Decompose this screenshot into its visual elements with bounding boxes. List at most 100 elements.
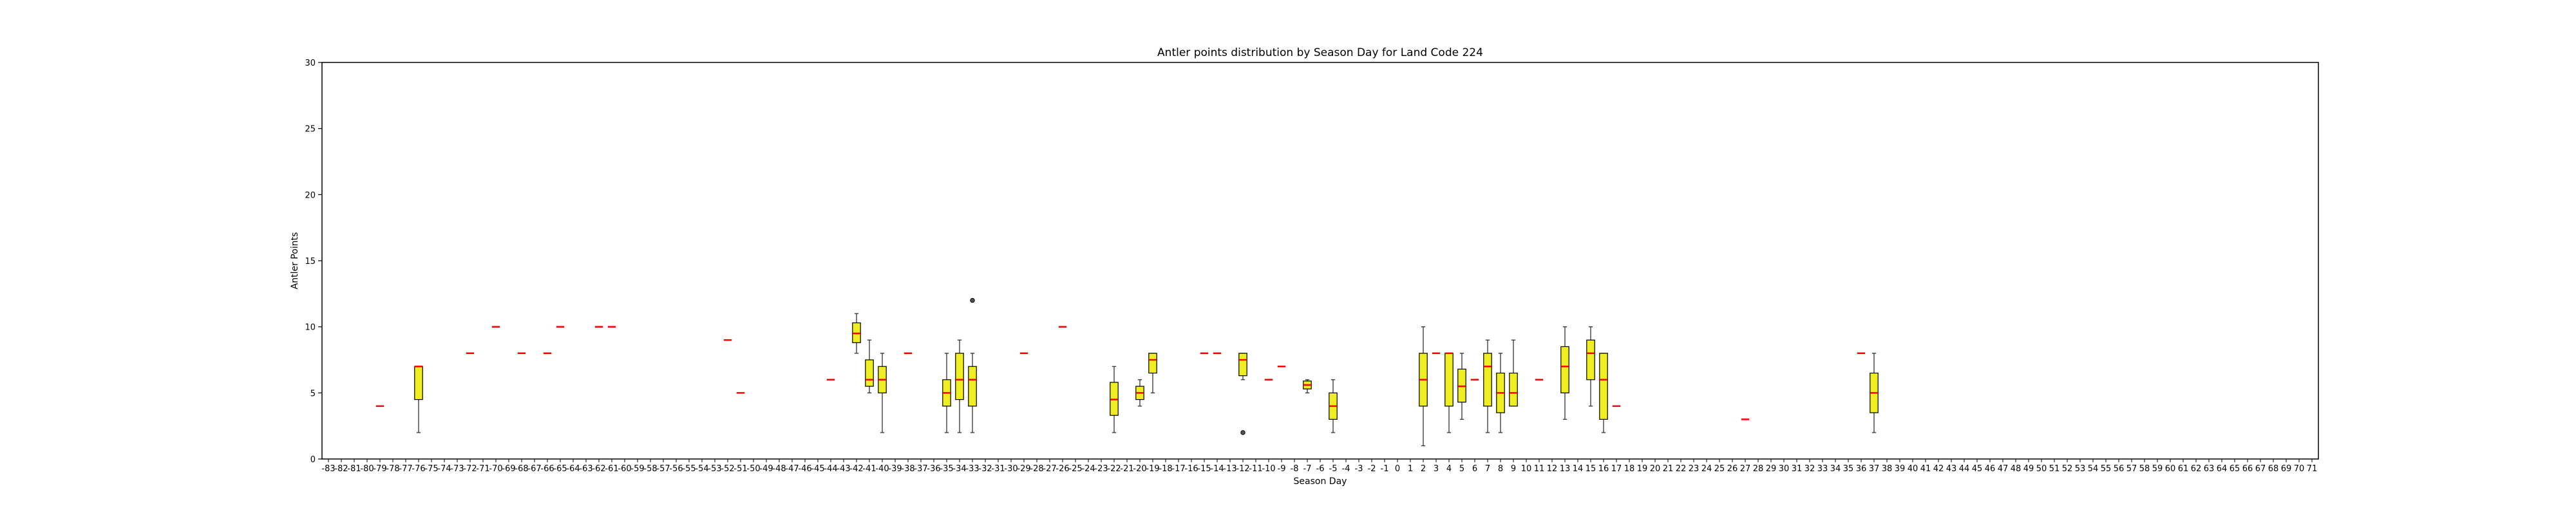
box-day-8	[1496, 353, 1505, 433]
box-day--41	[865, 339, 874, 393]
chart-title: Antler points distribution by Season Day…	[1157, 46, 1483, 59]
y-axis: 0 5 10 15 20 25 30	[305, 59, 322, 465]
box-day-16	[1599, 353, 1608, 433]
x-tick-label: -9	[1278, 464, 1286, 474]
x-tick-label: -5	[1329, 464, 1338, 474]
x-tick-label: 64	[2217, 464, 2228, 474]
box-day-4	[1444, 352, 1454, 433]
x-tick-label: 28	[1753, 464, 1764, 474]
box-day-2	[1419, 326, 1428, 447]
box-iqr	[1599, 353, 1608, 420]
x-tick-label: -28	[1030, 464, 1043, 474]
x-tick-label: 25	[1714, 464, 1725, 474]
x-tick-label: 61	[2178, 464, 2189, 474]
x-tick-label: -26	[1056, 464, 1069, 474]
box-iqr	[968, 366, 977, 407]
box-iqr	[1444, 353, 1454, 407]
outlier-point	[1240, 430, 1245, 435]
x-axis-label: Season Day	[1294, 476, 1347, 487]
x-tick-label: 40	[1908, 464, 1918, 474]
x-tick-label: -30	[1004, 464, 1018, 474]
box-day-9	[1509, 339, 1518, 407]
x-tick-label: 9	[1511, 464, 1516, 474]
y-axis-label: Antler Points	[290, 232, 300, 290]
x-tick-label: 0	[1395, 464, 1400, 474]
x-tick-label: 49	[2023, 464, 2034, 474]
x-tick-label: 59	[2152, 464, 2163, 474]
x-tick-label: -62	[592, 464, 605, 474]
x-tick-label: 30	[1779, 464, 1790, 474]
x-tick-label: 18	[1624, 464, 1635, 474]
x-tick-label: -68	[515, 464, 528, 474]
box-iqr	[1586, 339, 1595, 380]
x-tick-label: -20	[1133, 464, 1146, 474]
x-tick-label: -19	[1146, 464, 1159, 474]
x-tick-label: 58	[2139, 464, 2150, 474]
x-tick-label: -66	[540, 464, 554, 474]
x-tick-label: -43	[837, 464, 850, 474]
x-tick-label: -50	[746, 464, 760, 474]
x-tick-label: -13	[1223, 464, 1236, 474]
x-tick-label: -11	[1249, 464, 1262, 474]
y-tick-label: 10	[305, 323, 316, 333]
x-tick-label: -29	[1017, 464, 1030, 474]
x-tick-label: 65	[2230, 464, 2240, 474]
x-tick-label: -70	[489, 464, 502, 474]
x-tick-label: 34	[1830, 464, 1841, 474]
x-tick-label: -83	[321, 464, 335, 474]
x-tick-label: -37	[914, 464, 927, 474]
x-tick-label: 32	[1804, 464, 1815, 474]
box-day-13	[1560, 326, 1569, 420]
x-tick-label: -60	[618, 464, 631, 474]
box-iqr	[1560, 346, 1569, 393]
x-tick-label: -67	[527, 464, 541, 474]
x-tick-label: 69	[2281, 464, 2292, 474]
x-tick-label: -48	[772, 464, 786, 474]
x-tick-label: -71	[476, 464, 489, 474]
x-tick-label: -72	[463, 464, 477, 474]
x-tick-label: 6	[1472, 464, 1477, 474]
x-tick-label: -22	[1107, 464, 1121, 474]
x-tick-label: -78	[386, 464, 399, 474]
x-tick-label: 8	[1498, 464, 1503, 474]
x-tick-label: 56	[2114, 464, 2125, 474]
x-tick-label: 38	[1882, 464, 1893, 474]
box-day--22	[1110, 366, 1119, 433]
x-tick-label: -39	[888, 464, 902, 474]
box-day--20	[1135, 379, 1144, 407]
x-tick-label: -47	[785, 464, 799, 474]
x-tick-label: -23	[1094, 464, 1108, 474]
x-tick-label: 51	[2049, 464, 2060, 474]
x-tick-label: 5	[1459, 464, 1464, 474]
x-tick-label: 43	[1946, 464, 1957, 474]
box-iqr	[1483, 353, 1492, 407]
x-tick-label: 44	[1959, 464, 1970, 474]
y-tick-label: 25	[305, 125, 316, 135]
x-tick-label: 42	[1933, 464, 1944, 474]
x-tick-label: 46	[1985, 464, 1996, 474]
x-tick-label: -2	[1368, 464, 1376, 474]
x-tick-label: -75	[424, 464, 438, 474]
x-tick-label: 7	[1485, 464, 1490, 474]
x-tick-label: -57	[656, 464, 670, 474]
x-tick-label: -41	[862, 464, 876, 474]
x-tick-label: 62	[2191, 464, 2202, 474]
x-tick-label: -54	[695, 464, 708, 474]
x-tick-label: -65	[553, 464, 567, 474]
box-day--19	[1148, 353, 1157, 393]
x-tick-label: 12	[1547, 464, 1558, 474]
x-tick-label: 20	[1650, 464, 1661, 474]
x-tick-label: -16	[1184, 464, 1198, 474]
x-tick-label: 41	[1920, 464, 1931, 474]
x-tick-label: 26	[1727, 464, 1738, 474]
x-tick-label: 67	[2255, 464, 2266, 474]
box-day-15	[1586, 326, 1595, 407]
x-tick-label: 16	[1598, 464, 1609, 474]
x-tick-label: -10	[1262, 464, 1275, 474]
x-tick-label: -6	[1316, 464, 1325, 474]
x-tick-label: -33	[965, 464, 979, 474]
x-tick-label: -52	[721, 464, 734, 474]
x-tick-label: -49	[759, 464, 773, 474]
x-tick-label: -25	[1068, 464, 1082, 474]
box-iqr	[414, 366, 423, 400]
